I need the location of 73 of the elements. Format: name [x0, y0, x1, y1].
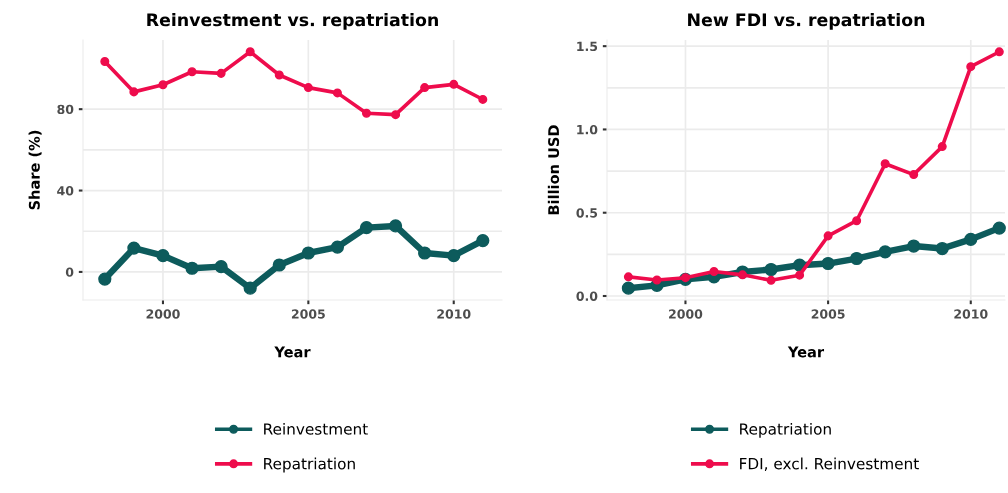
y-tick-label: 0 [65, 267, 74, 277]
point [187, 67, 197, 77]
x-axis-title: Year [274, 346, 311, 358]
point [127, 241, 141, 255]
x-tick-label: 2010 [437, 309, 471, 319]
point [420, 83, 430, 93]
y-tick-label: 1.5 [577, 41, 598, 52]
point [964, 232, 978, 246]
point [907, 239, 921, 253]
y-tick-label: 80 [57, 104, 74, 115]
point [623, 272, 633, 282]
x-tick-label: 2000 [669, 309, 703, 319]
legend-label: Repatriation [740, 422, 831, 438]
legend-label: Reinvestment [264, 422, 368, 435]
point [388, 219, 403, 233]
point [852, 216, 862, 226]
point [966, 62, 976, 72]
point [709, 267, 719, 277]
legend-label: FDI, excl. Reinvestment [740, 457, 919, 471]
point [272, 258, 286, 272]
point [214, 260, 228, 274]
point [129, 87, 139, 97]
point [764, 262, 778, 277]
point [158, 80, 168, 90]
point [795, 270, 805, 280]
point [652, 275, 662, 285]
point [391, 110, 401, 120]
point [330, 240, 345, 254]
y-axis-title: Billion USD [547, 125, 560, 215]
y-tick-label: 0.0 [576, 291, 598, 301]
chart-title: Reinvestment vs. repatriation [147, 12, 438, 30]
point [185, 261, 199, 275]
point [823, 231, 833, 241]
point [303, 83, 313, 93]
point [216, 68, 226, 78]
point [992, 221, 1006, 235]
point [245, 47, 255, 57]
x-tick-label: 2005 [811, 309, 845, 319]
y-tick-label: 1.0 [577, 124, 598, 135]
point [301, 246, 315, 260]
point [418, 246, 432, 260]
point [766, 275, 776, 285]
point [994, 47, 1004, 57]
point [909, 170, 919, 180]
point [738, 270, 748, 280]
y-tick-label: 40 [57, 186, 74, 196]
point [850, 251, 864, 266]
x-axis-title: Year [787, 346, 825, 358]
x-tick-label: 2005 [291, 309, 325, 319]
point [880, 159, 890, 169]
point [98, 272, 112, 286]
point [447, 249, 461, 263]
y-tick-label: 0.5 [576, 208, 598, 218]
point [821, 256, 835, 271]
point [478, 94, 488, 104]
point [878, 245, 892, 259]
point [476, 233, 490, 248]
point [937, 142, 947, 152]
point [449, 79, 459, 89]
x-tick-label: 2000 [146, 309, 180, 319]
x-tick-label: 2010 [954, 309, 988, 319]
chart-title: New FDI vs. repatriation [688, 12, 925, 30]
point [359, 220, 374, 235]
point [332, 88, 342, 98]
y-axis-title: Share (%) [28, 130, 42, 210]
point [100, 57, 110, 67]
point [243, 281, 257, 295]
legend-label: Repatriation [264, 457, 355, 473]
point [935, 241, 949, 256]
point [156, 249, 170, 263]
point [274, 70, 284, 80]
point [361, 108, 372, 118]
point [621, 281, 635, 295]
